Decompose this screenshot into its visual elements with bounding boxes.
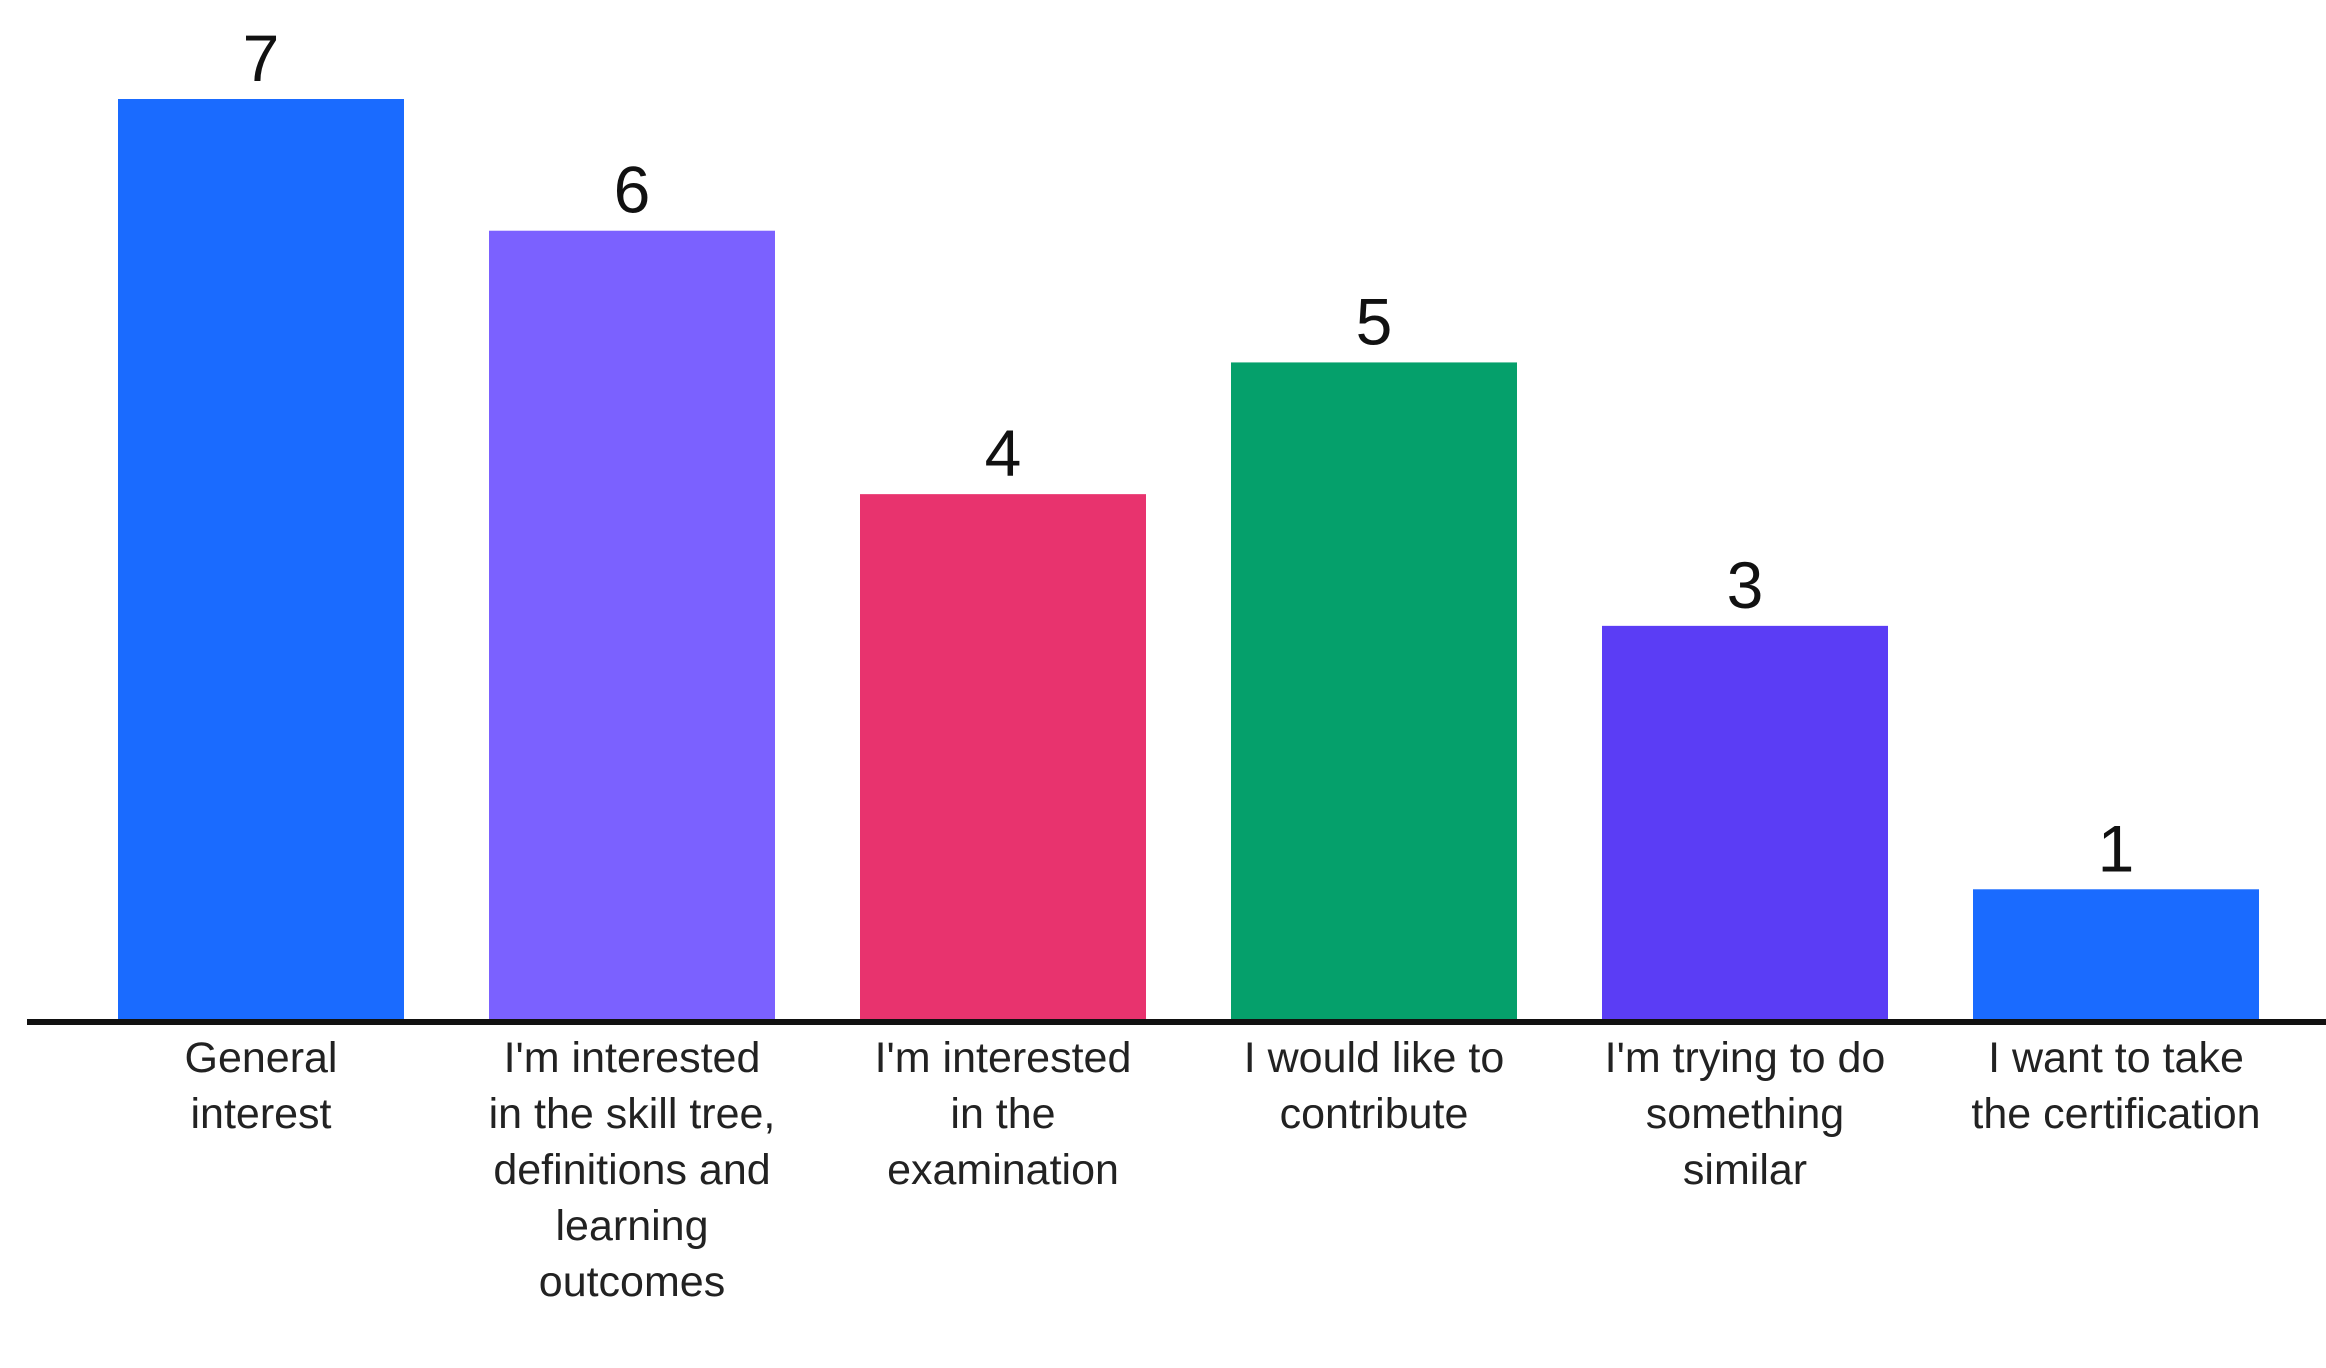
bar xyxy=(118,99,404,1021)
bar xyxy=(489,230,775,1021)
x-tick-label: I'm interested in the skill tree, defini… xyxy=(488,1034,776,1306)
value-label: 6 xyxy=(614,153,651,227)
bar xyxy=(1602,625,1888,1021)
x-tick-label: I'm trying to do something similar xyxy=(1604,1034,1886,1194)
x-tick-label: General interest xyxy=(184,1034,338,1138)
bar xyxy=(860,494,1146,1022)
value-label: 5 xyxy=(1356,284,1393,358)
bar xyxy=(1973,889,2259,1021)
x-tick-label: I'm interested in the examination xyxy=(874,1034,1132,1194)
value-label: 4 xyxy=(985,416,1022,490)
bar xyxy=(1231,362,1517,1021)
x-tick-label: I want to take the certification xyxy=(1971,1034,2261,1138)
value-label: 3 xyxy=(1727,548,1764,622)
x-tick-label: I would like to contribute xyxy=(1243,1034,1505,1138)
value-label: 7 xyxy=(243,21,280,95)
value-label: 1 xyxy=(2098,811,2135,885)
